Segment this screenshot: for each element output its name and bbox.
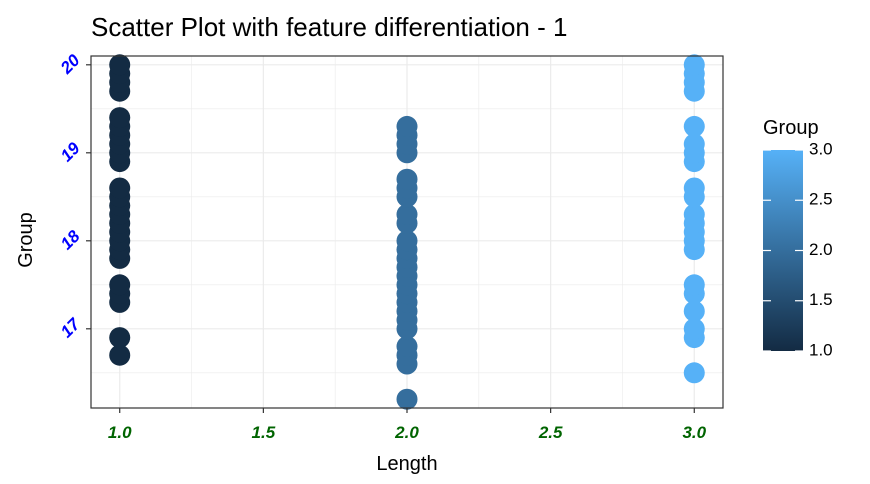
- data-point: [683, 115, 705, 137]
- legend-tick-label: 1.0: [809, 340, 833, 359]
- legend: Group 1.0 1.5 2.0 2.5 3.0: [763, 117, 833, 359]
- data-point: [683, 177, 705, 199]
- x-tick-label: 3.0: [682, 423, 706, 442]
- y-axis: 17 18 19 20: [56, 50, 91, 341]
- legend-title: Group: [763, 117, 819, 139]
- x-tick-label: 1.0: [108, 423, 132, 442]
- data-point: [683, 274, 705, 296]
- data-points: [109, 54, 705, 410]
- legend-tick-label: 2.0: [809, 240, 833, 259]
- y-tick-label: 20: [56, 50, 84, 78]
- data-point: [396, 168, 418, 190]
- y-tick-label: 19: [57, 138, 84, 165]
- data-point: [109, 327, 131, 349]
- data-point: [109, 274, 131, 296]
- data-point: [683, 203, 705, 225]
- data-point: [396, 230, 418, 252]
- y-tick-label: 17: [57, 314, 85, 342]
- legend-tick-label: 3.0: [809, 139, 833, 158]
- y-tick-label: 18: [57, 226, 84, 253]
- data-point: [683, 300, 705, 322]
- x-axis-title: Length: [376, 453, 437, 475]
- x-tick-label: 2.0: [394, 423, 419, 442]
- x-tick-label: 1.5: [252, 423, 276, 442]
- data-point: [683, 54, 705, 76]
- data-point: [396, 335, 418, 357]
- data-point: [396, 203, 418, 225]
- data-point: [109, 54, 131, 76]
- data-point: [683, 362, 705, 384]
- legend-tick-label: 1.5: [809, 290, 833, 309]
- y-axis-title: Group: [15, 212, 37, 268]
- data-point: [683, 133, 705, 155]
- data-point: [683, 318, 705, 340]
- data-point: [109, 344, 131, 366]
- x-axis: 1.0 1.5 2.0 2.5 3.0: [108, 408, 707, 442]
- data-point: [396, 388, 418, 410]
- x-tick-label: 2.5: [538, 423, 563, 442]
- legend-ticks: 1.0 1.5 2.0 2.5 3.0: [763, 139, 833, 359]
- legend-tick-label: 2.5: [809, 190, 833, 209]
- data-point: [396, 115, 418, 137]
- data-point: [109, 107, 131, 129]
- data-point: [109, 177, 131, 199]
- chart-title: Scatter Plot with feature differentiatio…: [91, 12, 567, 42]
- plot-panel: [90, 54, 724, 410]
